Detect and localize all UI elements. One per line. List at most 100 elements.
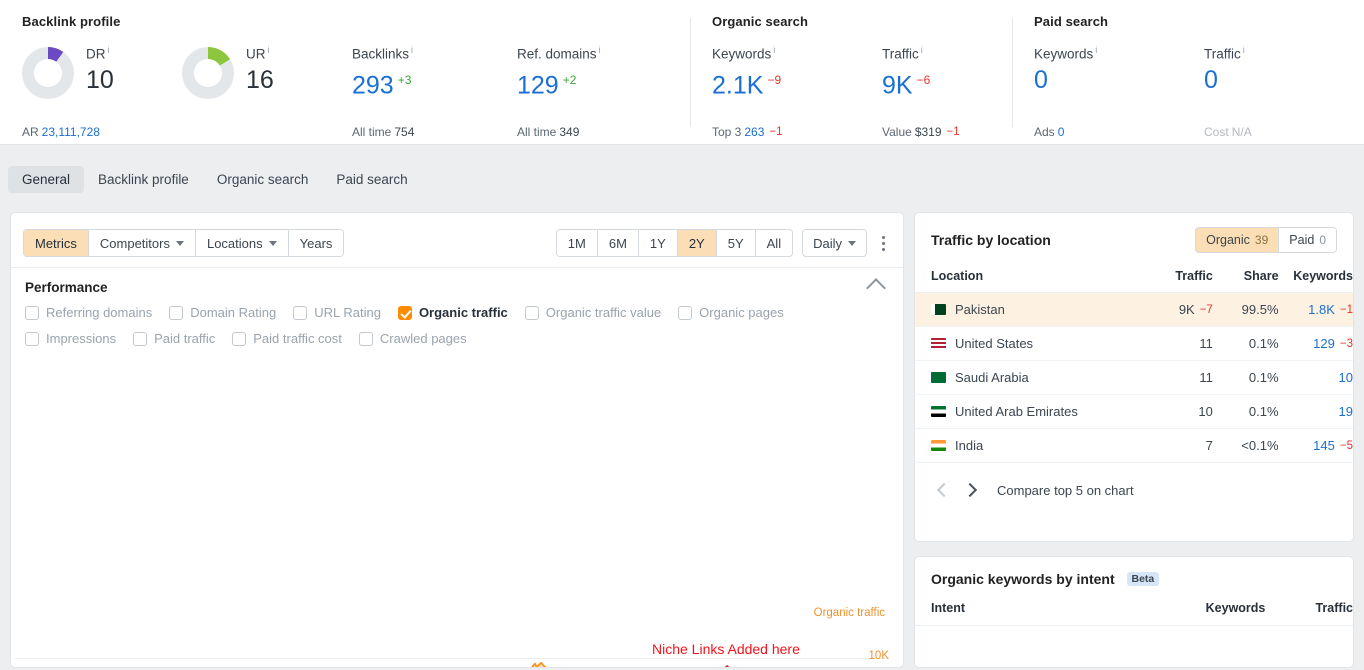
compare-top5-link[interactable]: Compare top 5 on chart — [997, 482, 1134, 498]
metric-ur: UR i 16 — [182, 43, 274, 99]
performance-header: Performance — [11, 267, 903, 298]
date-range-buttons[interactable]: 1M 6M 1Y 2Y 5Y All — [555, 229, 794, 257]
metric-footnote: Cost N/A — [1204, 125, 1252, 139]
segment-count: 39 — [1254, 233, 1269, 247]
intent-title-text: Organic keywords by intent — [931, 571, 1115, 587]
keywords-value: 19 — [1338, 404, 1353, 419]
checkbox-paid-traffic[interactable]: Paid traffic — [133, 331, 215, 346]
keywords-cell: 1.8K −1 — [1278, 292, 1353, 327]
table-header-row: Intent Keywords Traffic — [915, 597, 1353, 626]
chevron-left-icon — [936, 482, 952, 498]
granularity-dropdown[interactable]: Daily — [802, 229, 867, 257]
checkbox-referring-domains[interactable]: Referring domains — [25, 305, 152, 320]
more-options-icon[interactable] — [876, 232, 891, 255]
chart-button-competitors[interactable]: Competitors — [88, 230, 196, 256]
flag-icon-sa — [931, 372, 946, 383]
checkbox-label: Referring domains — [46, 305, 153, 320]
checkbox-box — [133, 331, 148, 346]
footnote-label: Cost — [1204, 125, 1229, 139]
segment-paid[interactable]: Paid 0 — [1279, 228, 1336, 252]
footnote-label: All time — [517, 125, 557, 139]
checkbox-label: Organic traffic — [418, 305, 508, 320]
intent-table: Intent Keywords Traffic — [915, 597, 1353, 626]
column-header-keywords: Keywords — [1160, 597, 1266, 626]
overview-metrics: DR i 10 AR 23,111,728 UR i 16 Backlinks i 293 +3 All… — [22, 43, 601, 143]
chart-filter-buttons[interactable]: Metrics Competitors Locations Years — [23, 229, 345, 257]
range-button-1m[interactable]: 1M — [556, 230, 598, 256]
checkbox-label: Impressions — [46, 331, 117, 346]
location-cell: United Arab Emirates — [915, 394, 1143, 429]
checkbox-box — [397, 305, 412, 320]
prev-page-button[interactable] — [931, 477, 957, 503]
metric-ref-domains: Ref. domains i 129 +2 All time 349 — [517, 43, 601, 139]
chevron-down-icon — [268, 240, 277, 246]
range-button-6m[interactable]: 6M — [597, 230, 639, 256]
checkbox-paid-traffic-cost[interactable]: Paid traffic cost — [232, 331, 342, 346]
overview-metrics: Keywords i 2.1K −9 Top 3 263 −1 Traffic i 9K −6 Val… — [712, 43, 960, 143]
checkbox-url-rating[interactable]: URL Rating — [293, 305, 381, 320]
range-button-1y[interactable]: 1Y — [638, 230, 678, 256]
checkbox-organic-traffic-value[interactable]: Organic traffic value — [524, 305, 662, 320]
keywords-cell: 129 −3 — [1278, 326, 1353, 361]
footnote-label: All time — [352, 125, 392, 139]
metric-value: 293 +3 — [352, 70, 412, 99]
metric-value: 0 — [1204, 65, 1218, 94]
table-row[interactable]: Saudi Arabia 11 0.1% 10 — [915, 360, 1353, 395]
column-header-share: Share — [1212, 265, 1279, 293]
table-row[interactable]: United States 11 0.1% 129 −3 — [915, 326, 1353, 361]
tab-paid-search[interactable]: Paid search — [336, 171, 408, 187]
checkbox-label: Organic traffic value — [545, 305, 662, 320]
checkbox-crawled-pages[interactable]: Crawled pages — [358, 331, 467, 346]
chart-legend: Organic traffic — [813, 607, 885, 619]
location-cell: India — [915, 428, 1143, 463]
metric-label: Keywords i — [712, 45, 776, 62]
table-row[interactable]: India 7 <0.1% 145 −5 — [915, 428, 1353, 463]
flag-icon-in — [931, 440, 946, 451]
range-button-5y[interactable]: 5Y — [716, 230, 756, 256]
segment-organic[interactable]: Organic 39 — [1196, 228, 1280, 252]
tab-general[interactable]: General — [8, 165, 85, 193]
metric-delta: −6 — [916, 72, 931, 87]
metric-traffic: Traffic i 9K −6 Value $319 −1 — [882, 43, 960, 139]
organic-paid-toggle[interactable]: Organic 39 Paid 0 — [1195, 227, 1337, 253]
metric-keywords: Keywords i 0 Ads 0 — [1034, 43, 1097, 139]
keywords-value: 10 — [1338, 370, 1353, 385]
chart-toolbar: Metrics Competitors Locations Years 1M 6M 1Y 2… — [11, 213, 903, 263]
keywords-value: 129 — [1313, 336, 1335, 351]
traffic-cell: 10 — [1142, 394, 1213, 429]
info-icon: i — [107, 45, 110, 55]
metric-delta: −9 — [767, 72, 782, 87]
traffic-cell: 7 — [1142, 428, 1213, 463]
checkbox-box — [293, 305, 308, 320]
footnote-value: 23,111,728 — [41, 125, 100, 139]
tab-organic-search[interactable]: Organic search — [216, 171, 309, 187]
range-button-all[interactable]: All — [755, 230, 793, 256]
keywords-cell: 145 −5 — [1278, 428, 1353, 463]
checkbox-organic-traffic[interactable]: Organic traffic — [397, 305, 508, 320]
checkbox-impressions[interactable]: Impressions — [25, 331, 116, 346]
share-cell: 0.1% — [1212, 394, 1279, 429]
chevron-down-icon — [848, 240, 856, 246]
traffic-cell: 9K −7 — [1142, 292, 1213, 327]
performance-title: Performance — [25, 280, 108, 295]
tab-backlink-profile[interactable]: Backlink profile — [98, 171, 189, 187]
keywords-value: 145 — [1313, 438, 1335, 453]
overview-group-0: Backlink profile DR i 10 AR 23,111,728 UR i 16 Ba… — [0, 14, 601, 143]
chart-button-years[interactable]: Years — [288, 230, 344, 256]
segment-count: 0 — [1319, 233, 1326, 247]
chart-button-locations[interactable]: Locations — [195, 230, 289, 256]
table-row[interactable]: United Arab Emirates 10 0.1% 19 — [915, 394, 1353, 429]
table-row[interactable]: Pakistan 9K −7 99.5% 1.8K −1 — [915, 292, 1353, 327]
country-name: United States — [955, 336, 1034, 351]
metric-label: UR i — [246, 45, 270, 62]
segment-label: Organic — [1206, 233, 1250, 247]
chart-button-metrics[interactable]: Metrics — [24, 230, 89, 256]
next-page-button[interactable] — [957, 477, 983, 503]
checkbox-box — [232, 331, 247, 346]
checkbox-label: Organic pages — [699, 305, 784, 320]
checkbox-domain-rating[interactable]: Domain Rating — [169, 305, 276, 320]
metric-delta: +3 — [397, 72, 412, 87]
range-button-2y[interactable]: 2Y — [677, 230, 717, 256]
metric-footnote: All time 754 — [352, 125, 414, 139]
checkbox-organic-pages[interactable]: Organic pages — [678, 305, 784, 320]
